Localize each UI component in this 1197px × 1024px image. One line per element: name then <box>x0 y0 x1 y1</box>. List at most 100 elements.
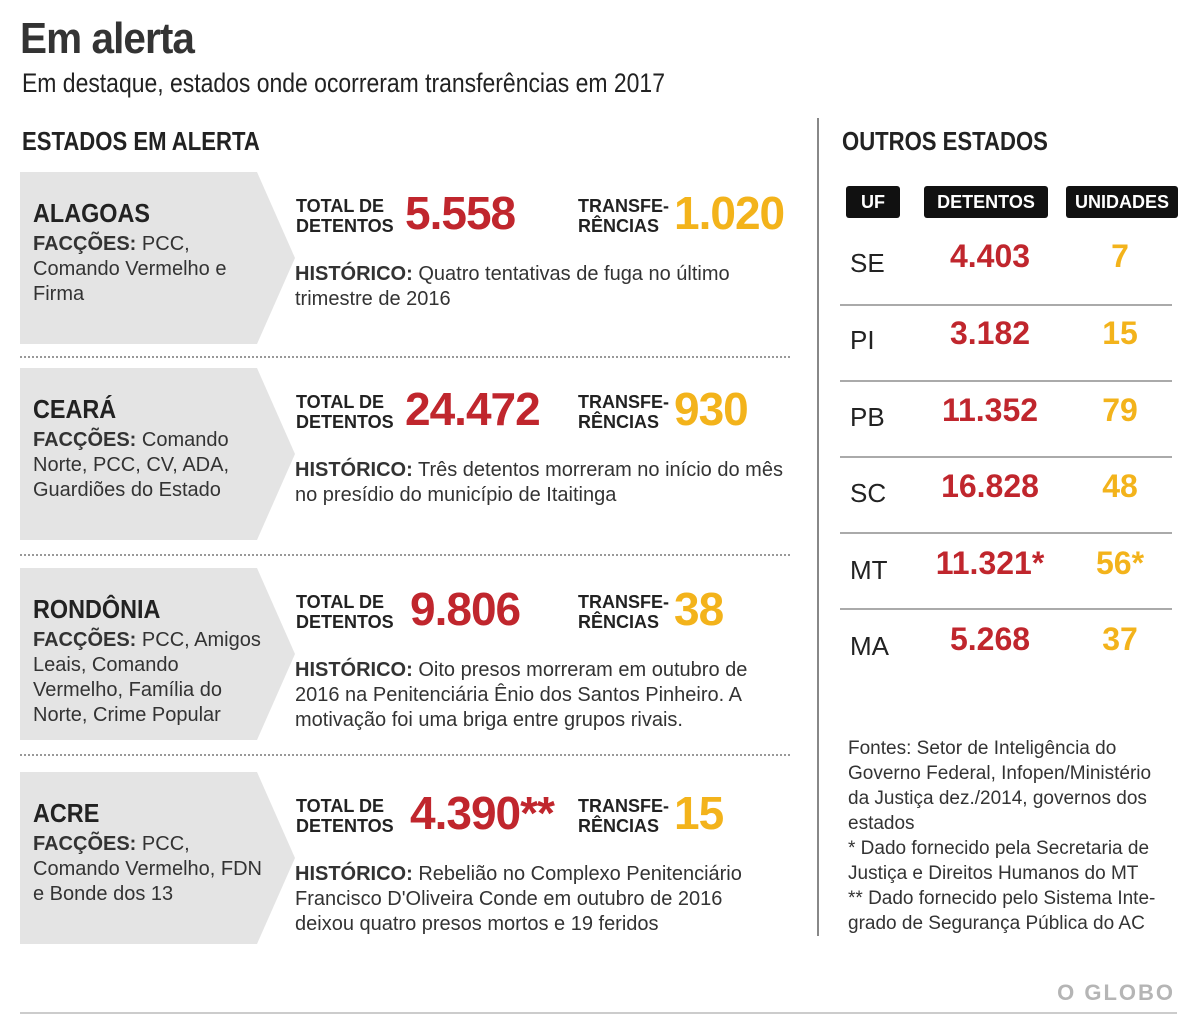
table-row: MA 5.268 37 <box>840 611 1172 687</box>
transf-label: TRANSFE- RÊNCIAS <box>578 796 669 836</box>
sources-line: Fontes: Setor de Inteligência do <box>848 738 1117 759</box>
row-uf: PI <box>850 325 875 355</box>
row-separator <box>840 608 1172 610</box>
state-card-rondonia: RONDÔNIA FACÇÕES: PCC, Amigos Leais, Com… <box>20 568 795 740</box>
sources-line: ** Dado fornecido pelo Sistema Inte- <box>848 888 1156 909</box>
factions-label: FACÇÕES: <box>33 429 137 451</box>
history-label: HISTÓRICO: <box>295 659 413 681</box>
left-section-heading: ESTADOS EM ALERTA <box>22 126 260 156</box>
transf-label: TRANSFE- RÊNCIAS <box>578 196 669 236</box>
row-unidades: 79 <box>1102 392 1138 428</box>
row-separator <box>840 380 1172 382</box>
history-label: HISTÓRICO: <box>295 459 413 481</box>
total-value: 24.472 <box>405 383 541 435</box>
row-separator <box>840 532 1172 534</box>
state-name: ALAGOAS <box>33 198 150 228</box>
table-row: PI 3.182 15 <box>840 305 1172 381</box>
row-unidades: 15 <box>1102 315 1138 351</box>
history-label: HISTÓRICO: <box>295 263 413 285</box>
state-factions: FACÇÕES: PCC, Comando Vermelho, FDN e Bo… <box>33 832 273 907</box>
row-unidades: 48 <box>1102 468 1138 504</box>
row-separator <box>840 304 1172 306</box>
transf-value: 930 <box>674 383 749 435</box>
factions-label: FACÇÕES: <box>33 629 137 651</box>
transf-label: TRANSFE- RÊNCIAS <box>578 592 669 632</box>
state-history: HISTÓRICO: Quatro tentativas de fuga no … <box>295 262 785 312</box>
table-row: SE 4.403 7 <box>840 228 1172 304</box>
row-detentos: 11.321* <box>935 545 1045 581</box>
state-card-alagoas: ALAGOAS FACÇÕES: PCC, Comando Vermelho e… <box>20 172 795 344</box>
table-row: MT 11.321* 56* <box>840 535 1172 611</box>
page-subtitle: Em destaque, estados onde ocorreram tran… <box>22 68 665 98</box>
page-title: Em alerta <box>20 14 195 63</box>
transf-label: TRANSFE- RÊNCIAS <box>578 392 669 432</box>
state-factions: FACÇÕES: PCC, Amigos Leais, Comando Verm… <box>33 628 273 728</box>
transf-value: 38 <box>674 583 724 635</box>
factions-value: Comando Norte, PCC, CV, ADA, Guardiões d… <box>33 429 229 501</box>
history-value: Rebelião no Complexo Penitenciário Franc… <box>295 863 742 935</box>
bottom-rule <box>20 1012 1177 1014</box>
state-history: HISTÓRICO: Três detentos morreram no iní… <box>295 458 785 508</box>
total-label: TOTAL DE DETENTOS <box>296 196 394 236</box>
transf-value: 15 <box>674 787 724 839</box>
state-factions: FACÇÕES: Comando Norte, PCC, CV, ADA, Gu… <box>33 428 273 503</box>
right-section-heading: OUTROS ESTADOS <box>842 126 1048 156</box>
sources-line: grado de Segurança Pública do AC <box>848 913 1145 934</box>
row-uf: SE <box>850 248 885 278</box>
row-uf: SC <box>850 478 887 508</box>
sources-line: * Dado fornecido pela Secretaria de <box>848 838 1150 859</box>
history-value: Oito presos morreram em outubro de 2016 … <box>295 659 748 731</box>
row-unidades: 56* <box>1095 545 1145 581</box>
row-detentos: 16.828 <box>941 468 1039 504</box>
state-card-acre: ACRE FACÇÕES: PCC, Comando Vermelho, FDN… <box>20 772 795 944</box>
state-chevron <box>20 368 295 540</box>
sources-note: Fontes: Setor de Inteligência do Governo… <box>848 736 1178 936</box>
table-row: PB 11.352 79 <box>840 382 1172 458</box>
row-uf: MA <box>850 631 889 661</box>
state-separator <box>20 754 790 756</box>
state-chevron <box>20 172 295 344</box>
row-unidades: 7 <box>1111 238 1129 274</box>
total-value: 4.390** <box>410 787 555 839</box>
state-name: RONDÔNIA <box>33 594 161 624</box>
state-name: ACRE <box>33 798 100 828</box>
state-chevron <box>20 772 295 944</box>
state-history: HISTÓRICO: Rebelião no Complexo Penitenc… <box>295 862 785 937</box>
sources-line: estados <box>848 813 915 834</box>
state-card-ceara: CEARÁ FACÇÕES: Comando Norte, PCC, CV, A… <box>20 368 795 540</box>
total-label: TOTAL DE DETENTOS <box>296 392 394 432</box>
row-detentos: 11.352 <box>941 392 1039 428</box>
row-unidades: 37 <box>1102 621 1138 657</box>
publisher-logo: O GLOBO <box>1057 980 1175 1005</box>
row-detentos: 5.268 <box>949 621 1031 657</box>
factions-value: PCC, Amigos Leais, Comando Vermelho, Fam… <box>33 629 261 726</box>
state-history: HISTÓRICO: Oito presos morreram em outub… <box>295 658 785 733</box>
state-separator <box>20 356 790 358</box>
state-separator <box>20 554 790 556</box>
state-name: CEARÁ <box>33 394 117 424</box>
table-row: SC 16.828 48 <box>840 458 1172 534</box>
total-value: 5.558 <box>405 187 516 239</box>
history-value: Quatro tentativas de fuga no último trim… <box>295 263 730 310</box>
factions-value: PCC, Comando Vermelho e Firma <box>33 233 227 305</box>
state-factions: FACÇÕES: PCC, Comando Vermelho e Firma <box>33 232 273 307</box>
row-uf: MT <box>850 555 888 585</box>
header-unidades: UNIDADES <box>1066 186 1178 218</box>
factions-label: FACÇÕES: <box>33 833 137 855</box>
sources-line: Justiça e Direitos Humanos do MT <box>848 863 1139 884</box>
sources-line: da Justiça dez./2014, governos dos <box>848 788 1147 809</box>
header-uf: UF <box>846 186 900 218</box>
row-uf: PB <box>850 402 885 432</box>
state-chevron <box>20 568 295 740</box>
header-detentos: DETENTOS <box>924 186 1048 218</box>
row-detentos: 3.182 <box>949 315 1031 351</box>
transf-value: 1.020 <box>674 187 785 239</box>
row-detentos: 4.403 <box>949 238 1031 274</box>
column-divider <box>817 118 819 936</box>
total-label: TOTAL DE DETENTOS <box>296 796 394 836</box>
sources-line: Governo Federal, Infopen/Ministério <box>848 763 1152 784</box>
total-value: 9.806 <box>410 583 521 635</box>
history-label: HISTÓRICO: <box>295 863 413 885</box>
factions-value: PCC, Comando Vermelho, FDN e Bonde dos 1… <box>33 833 262 905</box>
total-label: TOTAL DE DETENTOS <box>296 592 394 632</box>
